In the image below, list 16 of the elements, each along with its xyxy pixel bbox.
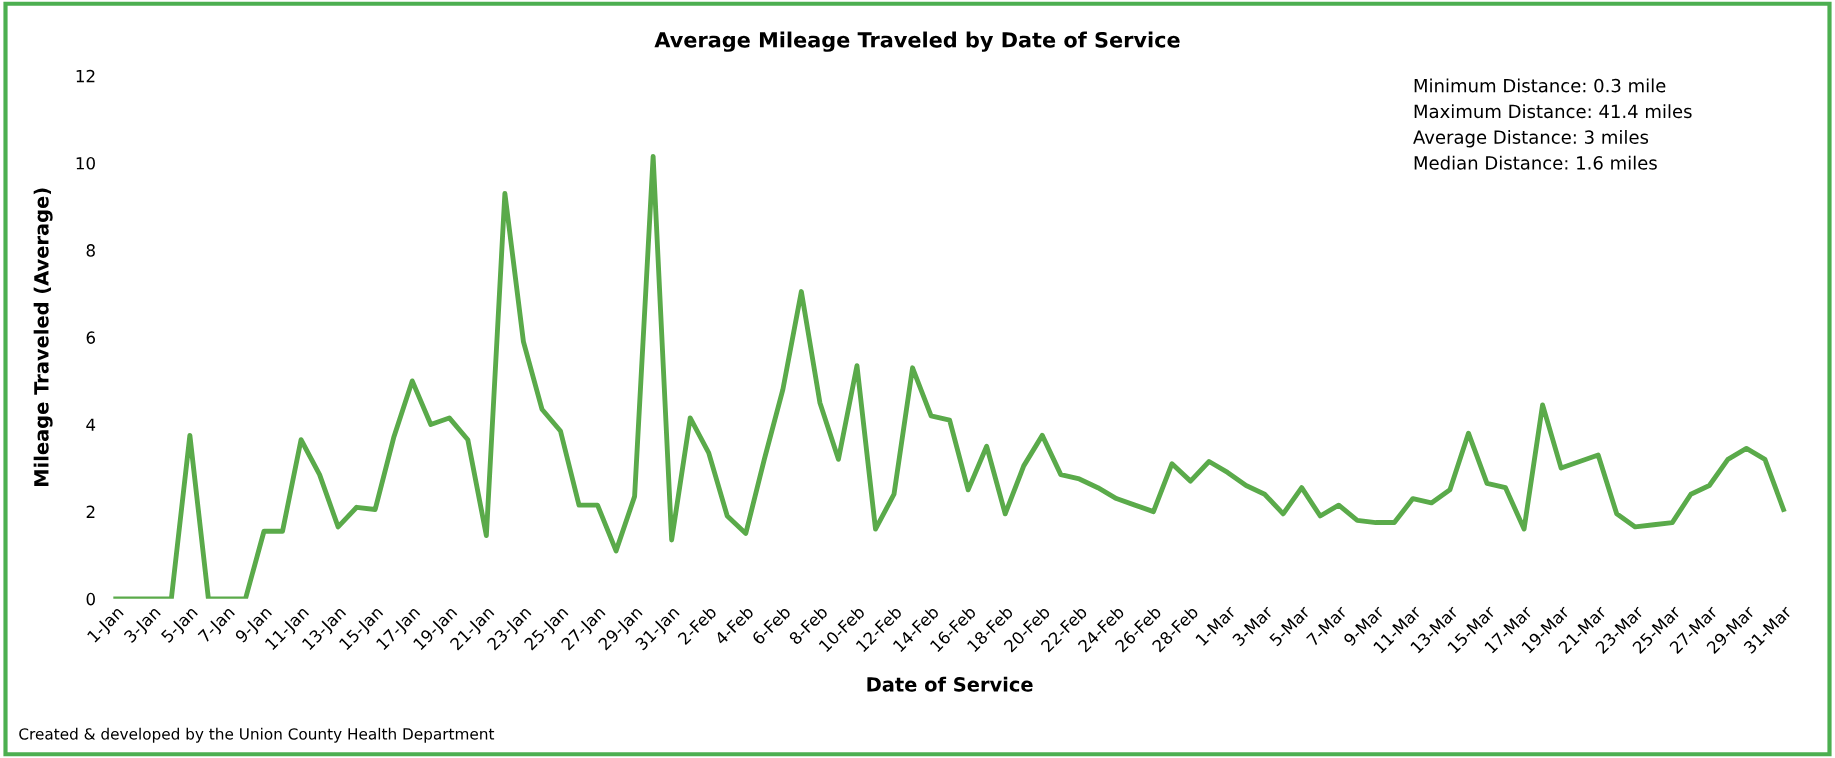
line-series [113, 154, 1786, 599]
y-tick-label: 8 [86, 244, 95, 257]
annotation: Maximum Distance: 41.4 miles [1414, 104, 1692, 119]
annotation: Average Distance: 3 miles [1413, 129, 1649, 148]
y-tick-label: 2 [86, 505, 95, 518]
annotation: Median Distance: 1.6 miles [1414, 155, 1657, 170]
text: Created & developed by the Union County Health Department [19, 727, 495, 743]
x-axis-title: Date of Service [867, 676, 1033, 692]
y-tick-label: 10 [76, 156, 95, 170]
chart-title: Average Mileage Traveled by Date of Service [654, 31, 1180, 52]
y-axis-title: Mileage Traveled (Average) [33, 188, 53, 486]
annotation: Minimum Distance: 0.3 mile [1414, 78, 1666, 93]
y-tick-label: 12 [76, 69, 95, 83]
y-tick-label: 6 [86, 331, 96, 344]
y-tick-label: 0 [86, 592, 95, 606]
y-tick-label: 4 [86, 418, 96, 431]
